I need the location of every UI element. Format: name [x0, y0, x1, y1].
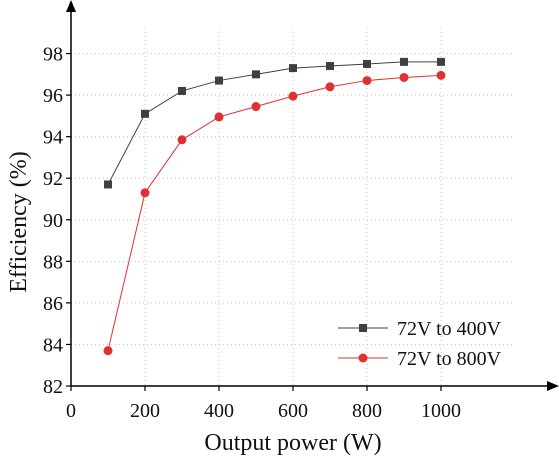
legend-item-series-1: 72V to 400V — [338, 318, 502, 340]
legend: 72V to 400V 72V to 800V — [338, 318, 502, 370]
y-tick-label: 86 — [43, 293, 63, 315]
x-tick-label: 200 — [130, 400, 160, 422]
series-line-1 — [107, 61, 441, 185]
data-point — [104, 180, 112, 189]
y-axis-arrow — [66, 0, 76, 12]
series-2 — [103, 70, 446, 356]
x-tick-label: 400 — [204, 400, 234, 422]
series — [103, 57, 446, 356]
data-point — [437, 57, 445, 66]
legend-marker-series-2 — [358, 353, 368, 363]
data-point — [400, 57, 408, 66]
y-tick-label: 94 — [43, 127, 63, 149]
legend-marker-series-1 — [359, 324, 367, 332]
data-point — [177, 135, 187, 145]
data-point — [251, 102, 261, 112]
data-point — [436, 70, 446, 80]
data-point — [288, 91, 298, 101]
data-point — [215, 76, 223, 85]
data-point — [362, 76, 372, 86]
y-tick-label: 84 — [43, 334, 63, 356]
y-tick-label: 98 — [43, 44, 63, 66]
data-point — [103, 346, 113, 356]
data-point — [214, 112, 224, 122]
ticks: 0 200 400 600 800 1000 82 84 86 88 90 92 94 96 98 — [43, 44, 461, 422]
data-point — [140, 188, 150, 198]
data-point — [141, 109, 149, 118]
series-1 — [104, 57, 445, 189]
series-line-2 — [107, 74, 442, 351]
data-point — [178, 86, 186, 95]
x-tick-label: 800 — [352, 400, 382, 422]
data-point — [325, 82, 335, 92]
y-tick-label: 88 — [43, 251, 63, 273]
data-point — [363, 59, 371, 68]
y-tick-label: 92 — [43, 168, 63, 190]
data-point — [252, 70, 260, 79]
legend-item-series-2: 72V to 800V — [338, 348, 502, 370]
legend-label-series-2: 72V to 800V — [397, 348, 502, 370]
y-tick-label: 90 — [43, 210, 63, 232]
data-point — [326, 62, 334, 71]
x-tick-label: 0 — [66, 400, 76, 422]
y-tick-label: 96 — [43, 85, 63, 107]
x-tick-label: 600 — [278, 400, 308, 422]
data-point — [399, 72, 409, 82]
axes — [66, 0, 559, 391]
data-point — [289, 64, 297, 73]
x-axis-title: Output power (W) — [204, 430, 381, 456]
y-tick-label: 82 — [43, 376, 63, 398]
y-axis-title: Efficiency (%) — [6, 151, 32, 292]
legend-label-series-1: 72V to 400V — [397, 318, 502, 340]
x-axis-arrow — [547, 381, 559, 391]
x-tick-label: 1000 — [421, 400, 461, 422]
